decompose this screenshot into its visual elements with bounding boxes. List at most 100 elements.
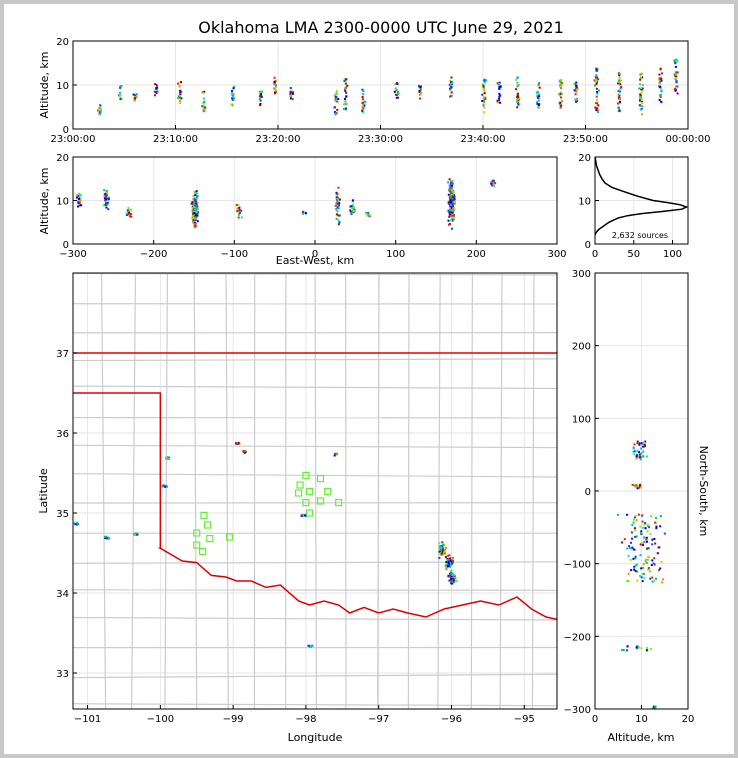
county-line	[193, 273, 198, 709]
east-west-cluster-point	[192, 220, 194, 223]
time-height-xtick-label: 23:30:00	[358, 134, 403, 145]
time-height-cluster-point	[575, 81, 578, 84]
time-height-cluster-point	[596, 69, 599, 72]
east-west-cluster	[490, 179, 497, 188]
time-height-cluster-point	[673, 59, 676, 62]
lma-station	[324, 487, 332, 495]
time-height-cluster-point	[595, 68, 598, 71]
time-height-cluster-point	[482, 87, 485, 90]
time-height-cluster-point	[258, 98, 261, 101]
north-south-cluster-point	[633, 527, 636, 530]
north-south-cluster-point	[640, 567, 643, 570]
time-height-cluster	[258, 90, 264, 107]
east-west-cluster-point	[75, 196, 78, 199]
time-height-cluster-point	[118, 94, 121, 97]
time-height-cluster	[343, 78, 349, 111]
map-xtick-label: −98	[295, 714, 316, 725]
map-ytick-label: 35	[56, 509, 69, 520]
east-west-cluster-point	[451, 204, 454, 207]
north-south-cluster-point	[617, 513, 619, 516]
east-west-cluster-point	[451, 218, 454, 221]
east-west-cluster-point	[236, 210, 239, 212]
north-south-cluster-point	[631, 483, 634, 486]
east-west-cluster-point	[350, 211, 353, 214]
east-west-cluster-point	[107, 198, 110, 201]
north-south-cluster-point	[638, 451, 640, 454]
time-height-cluster-point	[617, 82, 619, 85]
time-height-cluster-point	[595, 87, 598, 90]
map-cluster-point	[310, 644, 313, 647]
east-west-cluster-point	[449, 199, 452, 202]
map-cluster-point	[440, 547, 443, 550]
east-west-cluster-point	[491, 184, 494, 187]
time-height-cluster-point	[154, 91, 157, 93]
north-south-cluster-point	[644, 440, 647, 443]
map-xtick-label: −101	[74, 714, 101, 725]
map-cluster-point	[444, 555, 447, 558]
north-south-cluster-point	[640, 576, 643, 579]
time-height-cluster-point	[640, 87, 643, 90]
map-cluster-point	[450, 570, 452, 573]
time-height-cluster-point	[231, 94, 234, 97]
east-west-cluster-point	[196, 201, 199, 204]
north-south-cluster-point	[641, 572, 644, 575]
map-cluster-point	[237, 441, 240, 444]
north-south-cluster-point	[642, 541, 645, 544]
east-west-cluster-point	[334, 204, 337, 207]
map-cluster	[242, 450, 247, 454]
time-height-cluster-point	[535, 91, 538, 94]
east-west-cluster	[190, 190, 199, 229]
north-south-cluster-point	[641, 445, 644, 448]
time-height-cluster-point	[179, 101, 182, 104]
east-west-cluster-point	[104, 203, 107, 206]
north-south-cluster-point	[651, 543, 654, 546]
east-west-cluster-point	[352, 203, 355, 206]
time-height-cluster-point	[179, 91, 182, 93]
time-height-cluster-point	[362, 111, 365, 114]
time-height-cluster-point	[336, 108, 339, 111]
time-height-cluster-point	[258, 90, 261, 93]
map-cluster-point	[442, 544, 445, 546]
east-west-cluster-point	[192, 205, 195, 208]
time-height-cluster-point	[450, 81, 452, 84]
north-south-ytick-label: −100	[564, 560, 591, 571]
time-height-cluster-point	[496, 82, 499, 85]
north-south-cluster	[617, 513, 666, 584]
time-height-cluster-point	[291, 98, 294, 101]
chart-title: Oklahoma LMA 2300-0000 UTC June 29, 2021	[198, 18, 564, 37]
map-cluster-point	[446, 562, 449, 565]
east-west-cluster-point	[448, 197, 451, 200]
east-west-xtick-label: 300	[547, 249, 566, 260]
east-west-cluster-point	[450, 195, 453, 198]
east-west-cluster-point	[130, 215, 133, 218]
time-height-cluster	[201, 90, 207, 113]
lma-station	[206, 534, 214, 543]
time-height-cluster-point	[335, 92, 338, 95]
map-cluster-point	[309, 646, 312, 648]
time-height-cluster-point	[618, 74, 621, 77]
map-xtick-label: −99	[223, 714, 244, 725]
east-west-cluster-point	[337, 200, 340, 203]
map-cluster-point	[168, 457, 171, 460]
map-cluster-point	[105, 536, 108, 539]
east-west-cluster-point	[77, 201, 80, 204]
north-south-cluster-point	[651, 559, 654, 562]
time-height-cluster-point	[536, 94, 538, 97]
county-line	[73, 673, 557, 679]
map-cluster	[103, 535, 110, 540]
map-cluster-point	[438, 546, 441, 549]
north-south-cluster-point	[629, 558, 632, 561]
east-west-cluster-point	[335, 207, 338, 210]
time-height-cluster-point	[597, 108, 600, 111]
east-west-cluster-point	[450, 207, 453, 210]
time-height-cluster	[658, 67, 664, 104]
time-height-cluster-point	[361, 106, 364, 108]
lma-station	[193, 541, 201, 549]
time-height-cluster-point	[361, 88, 364, 91]
time-height-cluster-point	[617, 93, 620, 96]
map-xlabel: Longitude	[288, 731, 343, 744]
time-height-cluster-point	[559, 106, 562, 109]
map-xtick-label: −100	[147, 714, 174, 725]
axes-layer: 23:00:00 23:10:00 23:20:00 23:30:00 23:40:00…	[51, 37, 711, 725]
lma-station	[316, 475, 325, 483]
